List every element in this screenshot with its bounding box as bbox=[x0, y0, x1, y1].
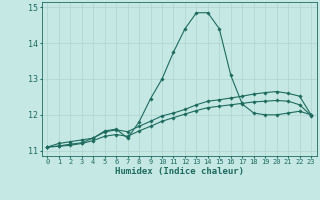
X-axis label: Humidex (Indice chaleur): Humidex (Indice chaleur) bbox=[115, 167, 244, 176]
